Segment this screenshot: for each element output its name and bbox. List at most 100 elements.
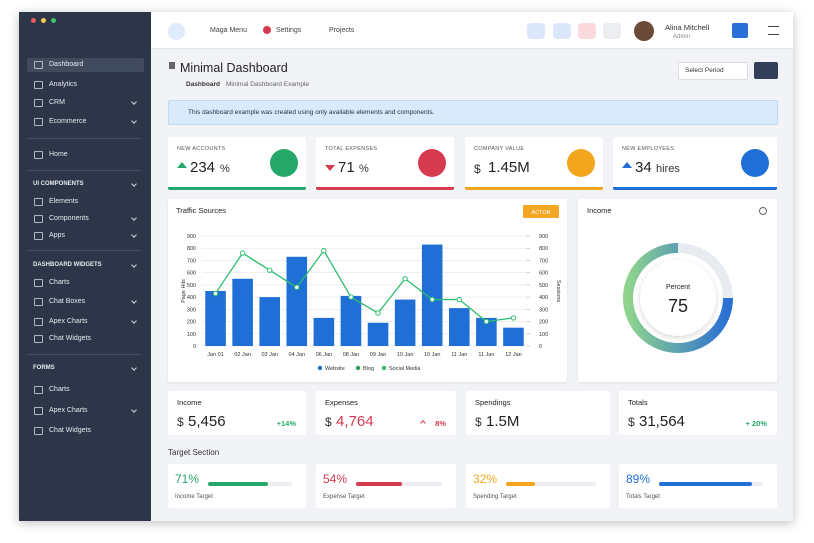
icon-button[interactable] [527,23,545,39]
nav-item[interactable]: CRM [49,99,65,106]
y2-tick-label: 900 [539,234,548,240]
stat-card: COMPANY VALUE $1.45M [465,137,603,190]
summary-change: + 20% [745,419,767,428]
y2-tick-label: 300 [539,307,548,313]
stat-unit: % [359,163,369,175]
y-tick-label: 800 [187,246,196,252]
stat-value: 34 [635,159,652,176]
app-frame: Dashboard Analytics CRM Ecommerce Home U… [19,12,793,521]
line-point [429,296,435,303]
line-point [456,296,462,303]
x-tick-label: 02 Jan [234,352,251,358]
summary-card: Income $5,456 +14% [168,391,306,435]
donut-label: Percent [666,284,690,291]
top-menu[interactable]: Maga Menu [210,27,247,34]
y2-tick-label: 0 [539,344,542,350]
summary-change: 8% [435,419,446,428]
section-title: Target Section [168,448,220,457]
y-tick-label: 400 [187,295,196,301]
menu-icon[interactable] [768,26,779,35]
line-point [267,267,273,273]
bar [340,295,362,346]
stat-label: NEW EMPLOYEES [622,146,675,152]
bar [232,278,253,346]
legend-label: Website [325,366,345,372]
target-card: 89% Totals Target [619,464,777,508]
target-percent: 89% [626,472,651,486]
y-tick-label: 200 [187,320,196,326]
nav-item[interactable]: Charts [49,386,70,393]
alert-text: This dashboard example was created using… [188,109,435,116]
bar [259,297,280,346]
trend-arrow [622,162,632,168]
summary-change: +14% [276,419,296,428]
line-point [321,247,327,254]
nav-item[interactable]: Apex Charts [49,318,88,325]
nav-item[interactable]: Charts [49,279,70,286]
avatar[interactable] [634,21,654,41]
progress-bar [208,482,268,486]
select-text: Select Period [685,67,724,74]
line-point [402,276,408,282]
nav-item[interactable]: Chat Widgets [49,427,92,434]
summary-prefix: $ [325,415,332,429]
stat-prefix: $ [474,162,481,176]
page-icon [169,62,175,69]
y-tick-label: 900 [187,234,196,240]
nav-item[interactable]: Home [49,151,68,158]
bar [286,256,308,346]
icon-button[interactable] [553,23,571,39]
page-title: Minimal Dashboard [180,61,288,75]
nav-item[interactable]: Analytics [49,81,78,88]
period-select[interactable]: Select Period [678,62,748,80]
nav-item[interactable]: Dashboard [49,61,84,68]
nav-item[interactable]: Chat Boxes [49,298,86,305]
breadcrumb[interactable]: Dashboard [186,81,220,88]
target-percent: 71% [175,472,200,486]
y2-tick-label: 600 [539,271,548,277]
y2-tick-label: 800 [539,246,548,252]
grid-button[interactable] [732,23,748,38]
nav-item[interactable]: Components [49,215,89,222]
top-menu[interactable]: Settings [276,27,302,34]
x-tick-label: 03 Jan [261,352,278,358]
stat-value: 71 [338,159,355,176]
income-title: Income [587,206,612,215]
stat-unit: hires [656,163,680,175]
summary-title: Spendings [475,398,511,407]
x-tick-label: 09 Jan [370,352,387,358]
badge-bg [523,205,559,218]
y-tick-label: 0 [193,344,196,350]
top-menu[interactable]: Projects [329,27,355,34]
menu-toggle[interactable] [168,23,185,40]
summary-prefix: $ [177,415,184,429]
nav-item[interactable]: Ecommerce [49,118,87,125]
x-tick-label: 11 Jan [478,352,494,358]
nav-item[interactable]: Apex Charts [49,407,88,414]
line-point [294,284,300,291]
x-tick-label: Jan 01 [207,352,224,358]
bar [476,317,497,346]
summary-title: Income [177,398,202,407]
options-button[interactable] [754,62,778,79]
topbar: Maga Menu Settings Projects Alina Mitche… [151,12,793,49]
nav-section: DASHBOARD WIDGETS [33,262,102,268]
change-arrow [420,420,426,426]
summary-prefix: $ [628,415,635,429]
stat-label: TOTAL EXPENSES [325,146,378,152]
target-label: Income Target [175,494,213,500]
nav-item[interactable]: Chat Widgets [49,335,92,342]
stat-label: COMPANY VALUE [474,146,525,152]
icon-button[interactable] [603,23,621,39]
icon-button[interactable] [578,23,596,39]
stat-icon [270,149,298,177]
donut-arc [623,243,733,353]
line-point [239,250,246,256]
nav-item[interactable]: Elements [49,198,79,205]
nav-item[interactable]: Apps [49,232,65,239]
bar [394,299,416,346]
y-tick-label: 100 [187,332,196,338]
alert: This dashboard example was created using… [168,100,778,125]
bar [313,317,335,346]
nav-section: FORMS [33,365,55,371]
